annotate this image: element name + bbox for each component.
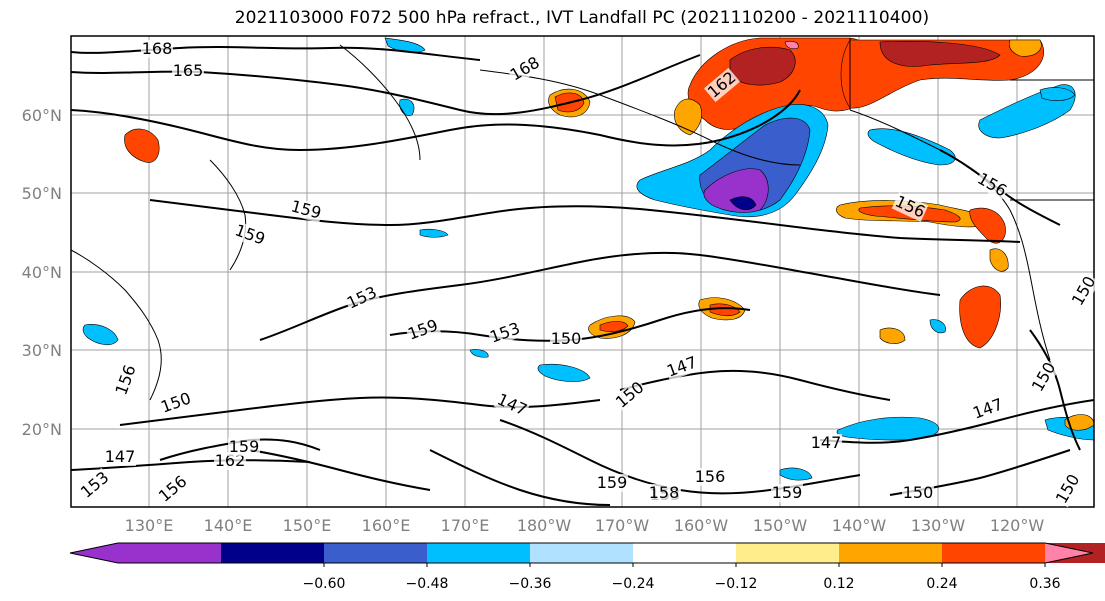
contour-label-bg [891,192,929,222]
lon-label: 140°W [832,516,887,535]
contour-label: 156 [695,467,726,486]
lon-label: 150°W [753,516,808,535]
lat-label: 40°N [22,263,62,282]
contour-label-bg [141,40,173,58]
contour-label: 147 [105,447,136,466]
colorbar-tick-label: 0.12 [823,576,854,592]
colorbar-tick-label: −0.24 [612,576,655,592]
colorbar-tick-label: −0.60 [303,576,346,592]
contour-label-bg [1068,272,1100,310]
lon-label: 170°E [441,516,490,535]
contour-label-bg [112,361,140,399]
colorbar-swatch [942,543,1046,563]
contour-label-bg [154,471,192,507]
colorbar-swatch [530,543,634,563]
contour-label-bg [663,353,701,381]
lon-label: 150°E [283,516,332,535]
contour-label-bg [506,53,544,85]
contour-label-bg [648,484,680,502]
colorbar-tick-label: −0.12 [715,576,758,592]
contour-label: 150 [551,329,582,348]
lon-label: 130°E [125,516,174,535]
contour-label-bg [493,390,531,420]
contour-label: 159 [229,437,260,456]
map-frame [70,35,1095,508]
contour-label: 168 [142,39,173,58]
colorbar-tick-label: −0.48 [406,576,449,592]
contour-label: 159 [772,483,803,502]
contour-label-bg [902,484,934,502]
contour-label-bg [172,62,204,80]
contour-label-bg [810,434,842,452]
filled-anomaly-regions [82,37,1094,481]
longitude-labels: 130°E 140°E 150°E 160°E 170°E 180°W 170°… [125,516,1045,535]
colorbar-swatch [221,543,325,563]
coastlines [71,38,1094,401]
contour-label-bg [1052,470,1084,508]
contour-label-bg [611,377,649,413]
contour-label-bg [288,197,324,223]
contour-label-bg [969,395,1007,423]
latitude-labels: 60°N 50°N 40°N 30°N 20°N [22,106,62,439]
contour-label: 150 [903,483,934,502]
contour-label-bg [104,448,136,466]
contour-label: 147 [811,433,842,452]
lon-label: 160°W [674,516,729,535]
colorbar-swatch [1045,543,1093,563]
contour-label-bg [231,221,269,249]
lat-label: 60°N [22,106,62,125]
colorbar-tick-label: −0.36 [509,576,552,592]
map-title: 2021103000 F072 500 hPa refract., IVT La… [234,8,930,28]
contour-label-bg [703,67,741,103]
lat-label: 30°N [22,341,62,360]
contour-label-bg [973,169,1011,201]
lon-label: 120°W [990,516,1045,535]
colorbar: −0.60−0.48−0.36−0.24−0.120.120.240.360.4… [69,542,1105,592]
lon-label: 170°W [595,516,650,535]
colorbar-swatch [839,543,943,563]
contour-label-bg [1028,358,1060,396]
lon-label: 180°W [517,516,572,535]
lon-label: 130°W [911,516,966,535]
contour-label-bg [157,389,195,417]
lat-label: 50°N [22,184,62,203]
contour-label-bg [404,316,442,344]
contour-label: 159 [597,473,628,492]
lat-label: 20°N [22,420,62,439]
lon-label: 140°E [204,516,253,535]
gridlines [71,36,1094,507]
colorbar-swatch [633,543,737,563]
contour-label-bg [550,330,582,348]
colorbar-swatch [70,543,221,563]
contour-label-bg [694,468,726,486]
contour-label-bg [228,438,260,456]
colorbar-swatch [736,543,840,563]
contour-label-bg [214,452,246,470]
lon-label: 160°E [362,516,411,535]
contour-label-bg [76,467,114,503]
colorbar-tick-label: 0.36 [1029,576,1060,592]
colorbar-swatch [324,543,428,563]
colorbar-swatch [427,543,531,563]
colorbar-tick-label: 0.24 [926,576,957,592]
contour-label-bg [486,319,524,347]
contour-label: 158 [649,483,680,502]
contour-label-bg [771,484,803,502]
contour-label-bg [596,474,628,492]
colorbar-outline [69,542,1094,564]
contour-label: 165 [173,61,204,80]
contour-label-bg [343,283,381,313]
